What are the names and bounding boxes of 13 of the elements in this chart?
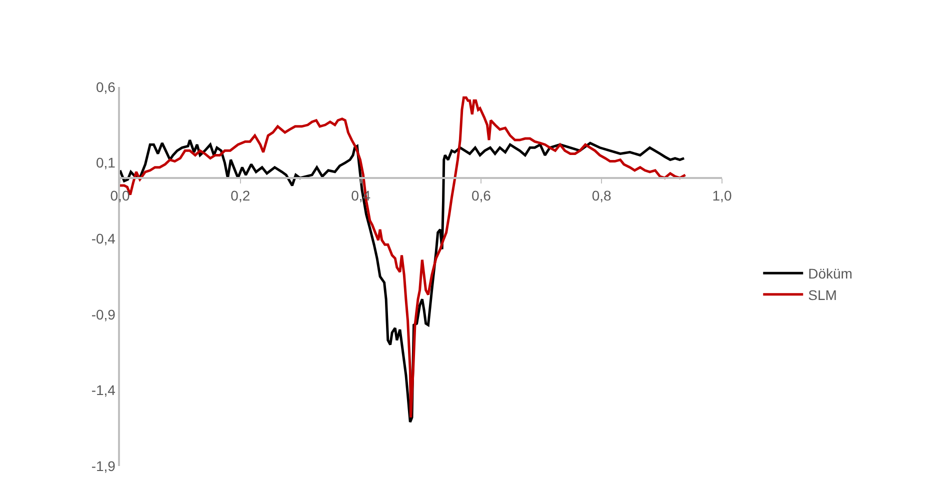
x-tick-label: 0,8	[592, 188, 612, 204]
y-tick-label: -1,9	[91, 458, 116, 474]
x-tick-label: 0,0	[110, 188, 130, 204]
y-tick-label: 0,1	[96, 154, 116, 171]
x-tick-label: 1,0	[712, 188, 732, 204]
y-tick-label: -0,9	[91, 306, 116, 322]
y-tick-label: -1,4	[91, 382, 116, 398]
legend-label: SLM	[808, 286, 837, 303]
x-tick-label: 0,6	[471, 188, 492, 204]
legend-label: Döküm	[808, 266, 852, 282]
y-tick-label: 0,6	[96, 78, 116, 95]
y-tick-label: -0,4	[91, 230, 116, 246]
x-tick-label: 0,2	[230, 188, 250, 204]
